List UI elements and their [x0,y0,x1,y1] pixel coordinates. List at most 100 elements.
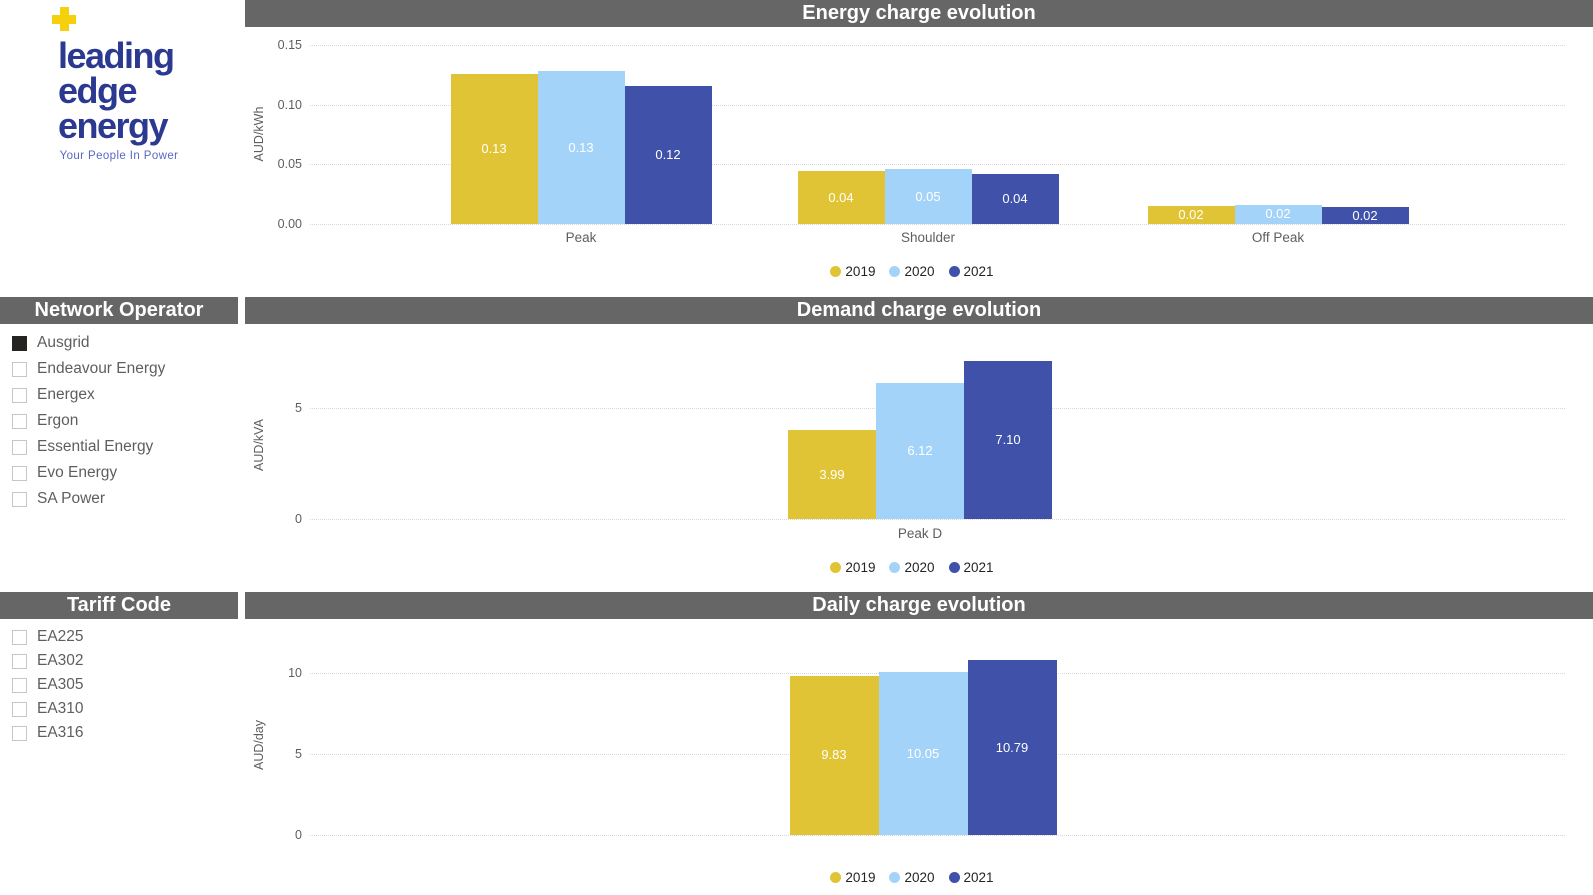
filter-item-label: Ergon [37,412,79,429]
bar-value-label: 0.02 [1265,206,1291,222]
legend-swatch-icon [948,871,960,883]
filter-item-ea316[interactable]: EA316 [0,721,238,745]
bar-value-label: 0.05 [915,188,941,204]
gridline-0-15 [310,45,1565,46]
tariff-code-slicer: Tariff Code EA225 EA302 EA305 EA310 EA316 [0,592,238,895]
filter-item-energex[interactable]: Energex [0,382,238,408]
filter-item-endeavour-energy[interactable]: Endeavour Energy [0,356,238,382]
bar-2020-off-peak[interactable] [1234,204,1322,224]
y-axis-title: AUD/kWh [252,106,266,162]
checkbox-ea310[interactable] [12,701,27,717]
y-tick-label-5: 5 [295,401,302,415]
filter-item-label: EA310 [37,700,84,717]
bar-2021-shoulder[interactable] [971,173,1059,224]
x-category-label-shoulder: Shoulder [900,230,956,245]
gridline-0 [310,519,1565,520]
bar-value-label: 10.05 [906,745,940,761]
filter-item-label: EA225 [37,628,84,645]
filter-item-label: EA316 [37,724,84,741]
legend: 2019 2020 2021 [245,869,1579,885]
bar-2019-blank[interactable] [789,675,879,835]
daily-chart-title: Daily charge evolution [245,592,1593,619]
legend-label: 2020 [904,263,935,279]
x-category-label-off-peak: Off Peak [1251,230,1305,245]
legend-label: 2019 [845,869,876,885]
legend-item-2021[interactable]: 2021 [948,264,994,279]
filter-item-label: Essential Energy [37,438,154,455]
legend-swatch-icon [889,265,901,277]
legend-swatch-icon [948,561,960,573]
logo-word-line1: leading [58,35,175,76]
legend-item-2020[interactable]: 2020 [889,870,935,885]
bar-2019-peak[interactable] [450,73,538,224]
bar-2021-peak-d[interactable] [964,361,1052,519]
bar-value-label: 0.04 [828,189,854,205]
filter-item-ea305[interactable]: EA305 [0,673,238,697]
network-operator-list: Ausgrid Endeavour Energy Energex Ergon Essen… [0,330,238,512]
x-category-label-peak: Peak [565,230,597,245]
bar-value-label: 6.12 [907,443,933,459]
checkbox-energex[interactable] [12,387,27,403]
legend-swatch-icon [889,561,901,573]
checkbox-endeavour-energy[interactable] [12,361,27,377]
checkbox-evo-energy[interactable] [12,465,27,481]
filter-item-evo-energy[interactable]: Evo Energy [0,460,238,486]
filter-item-ea302[interactable]: EA302 [0,649,238,673]
legend-item-2020[interactable]: 2020 [889,560,935,575]
network-operator-slicer: Network Operator Ausgrid Endeavour Energy… [0,297,238,588]
checkbox-ea305[interactable] [12,677,27,693]
filter-item-ergon[interactable]: Ergon [0,408,238,434]
legend-label: 2021 [963,869,994,885]
demand-chart-title: Demand charge evolution [245,297,1593,324]
legend-swatch-icon [830,561,842,573]
y-axis-title: AUD/kVA [252,419,266,471]
bar-2019-peak-d[interactable] [788,430,876,519]
checkbox-sa-power[interactable] [12,491,27,507]
legend-item-2021[interactable]: 2021 [948,869,994,885]
bar-2021-off-peak[interactable] [1321,207,1409,224]
checkbox-essential-energy[interactable] [12,439,27,455]
bar-2020-peak[interactable] [537,71,625,224]
checkbox-ausgrid[interactable] [12,335,27,351]
legend-item-2021[interactable]: 2021 [948,559,994,575]
checkbox-ea316[interactable] [12,725,27,741]
legend-label: 2019 [845,263,876,279]
filter-item-ea225[interactable]: EA225 [0,625,238,649]
filter-item-label: Evo Energy [37,464,118,481]
filter-item-label: EA302 [37,652,84,669]
logo-tagline: Your People In Power [59,150,179,162]
legend-item-2019[interactable]: 2019 [830,560,875,575]
bar-value-label: 0.13 [481,140,507,156]
bar-2019-shoulder[interactable] [797,171,885,224]
tariff-code-list: EA225 EA302 EA305 EA310 EA316 [0,625,238,745]
y-tick-label-10: 10 [288,666,302,680]
bar-2020-shoulder[interactable] [884,169,972,224]
plus-icon [52,7,76,31]
bar-2020-blank[interactable] [878,672,968,835]
gridline-0-00 [310,224,1565,225]
bar-2020-peak-d[interactable] [876,383,964,519]
energy-chart-title: Energy charge evolution [245,0,1593,27]
filter-item-essential-energy[interactable]: Essential Energy [0,434,238,460]
y-tick-label-0-00: 0.00 [277,217,302,231]
legend-swatch-icon [889,871,901,883]
legend-label: 2021 [963,559,994,575]
demand-charge-chart: Demand charge evolution 0 5 AUD/kVA 3.99 6.1… [245,297,1593,588]
filter-item-label: Ausgrid [37,334,90,351]
filter-item-sa-power[interactable]: SA Power [0,486,238,512]
filter-item-ea310[interactable]: EA310 [0,697,238,721]
filter-item-ausgrid[interactable]: Ausgrid [0,330,238,356]
checkbox-ergon[interactable] [12,413,27,429]
checkbox-ea302[interactable] [12,653,27,669]
filter-item-label: Endeavour Energy [37,360,166,377]
checkbox-ea225[interactable] [12,629,27,645]
legend-item-2020[interactable]: 2020 [889,263,935,279]
bar-value-label: 9.83 [821,747,847,763]
bar-2019-off-peak[interactable] [1147,206,1235,224]
bar-2021-blank[interactable] [967,660,1057,835]
legend-item-2019[interactable]: 2019 [830,264,875,279]
legend-item-2019[interactable]: 2019 [830,870,875,885]
bar-2021-peak[interactable] [624,85,712,224]
filter-item-label: SA Power [37,490,106,507]
daily-charge-chart: Daily charge evolution 0 5 10 AUD/day 9.83 10… [245,592,1593,895]
